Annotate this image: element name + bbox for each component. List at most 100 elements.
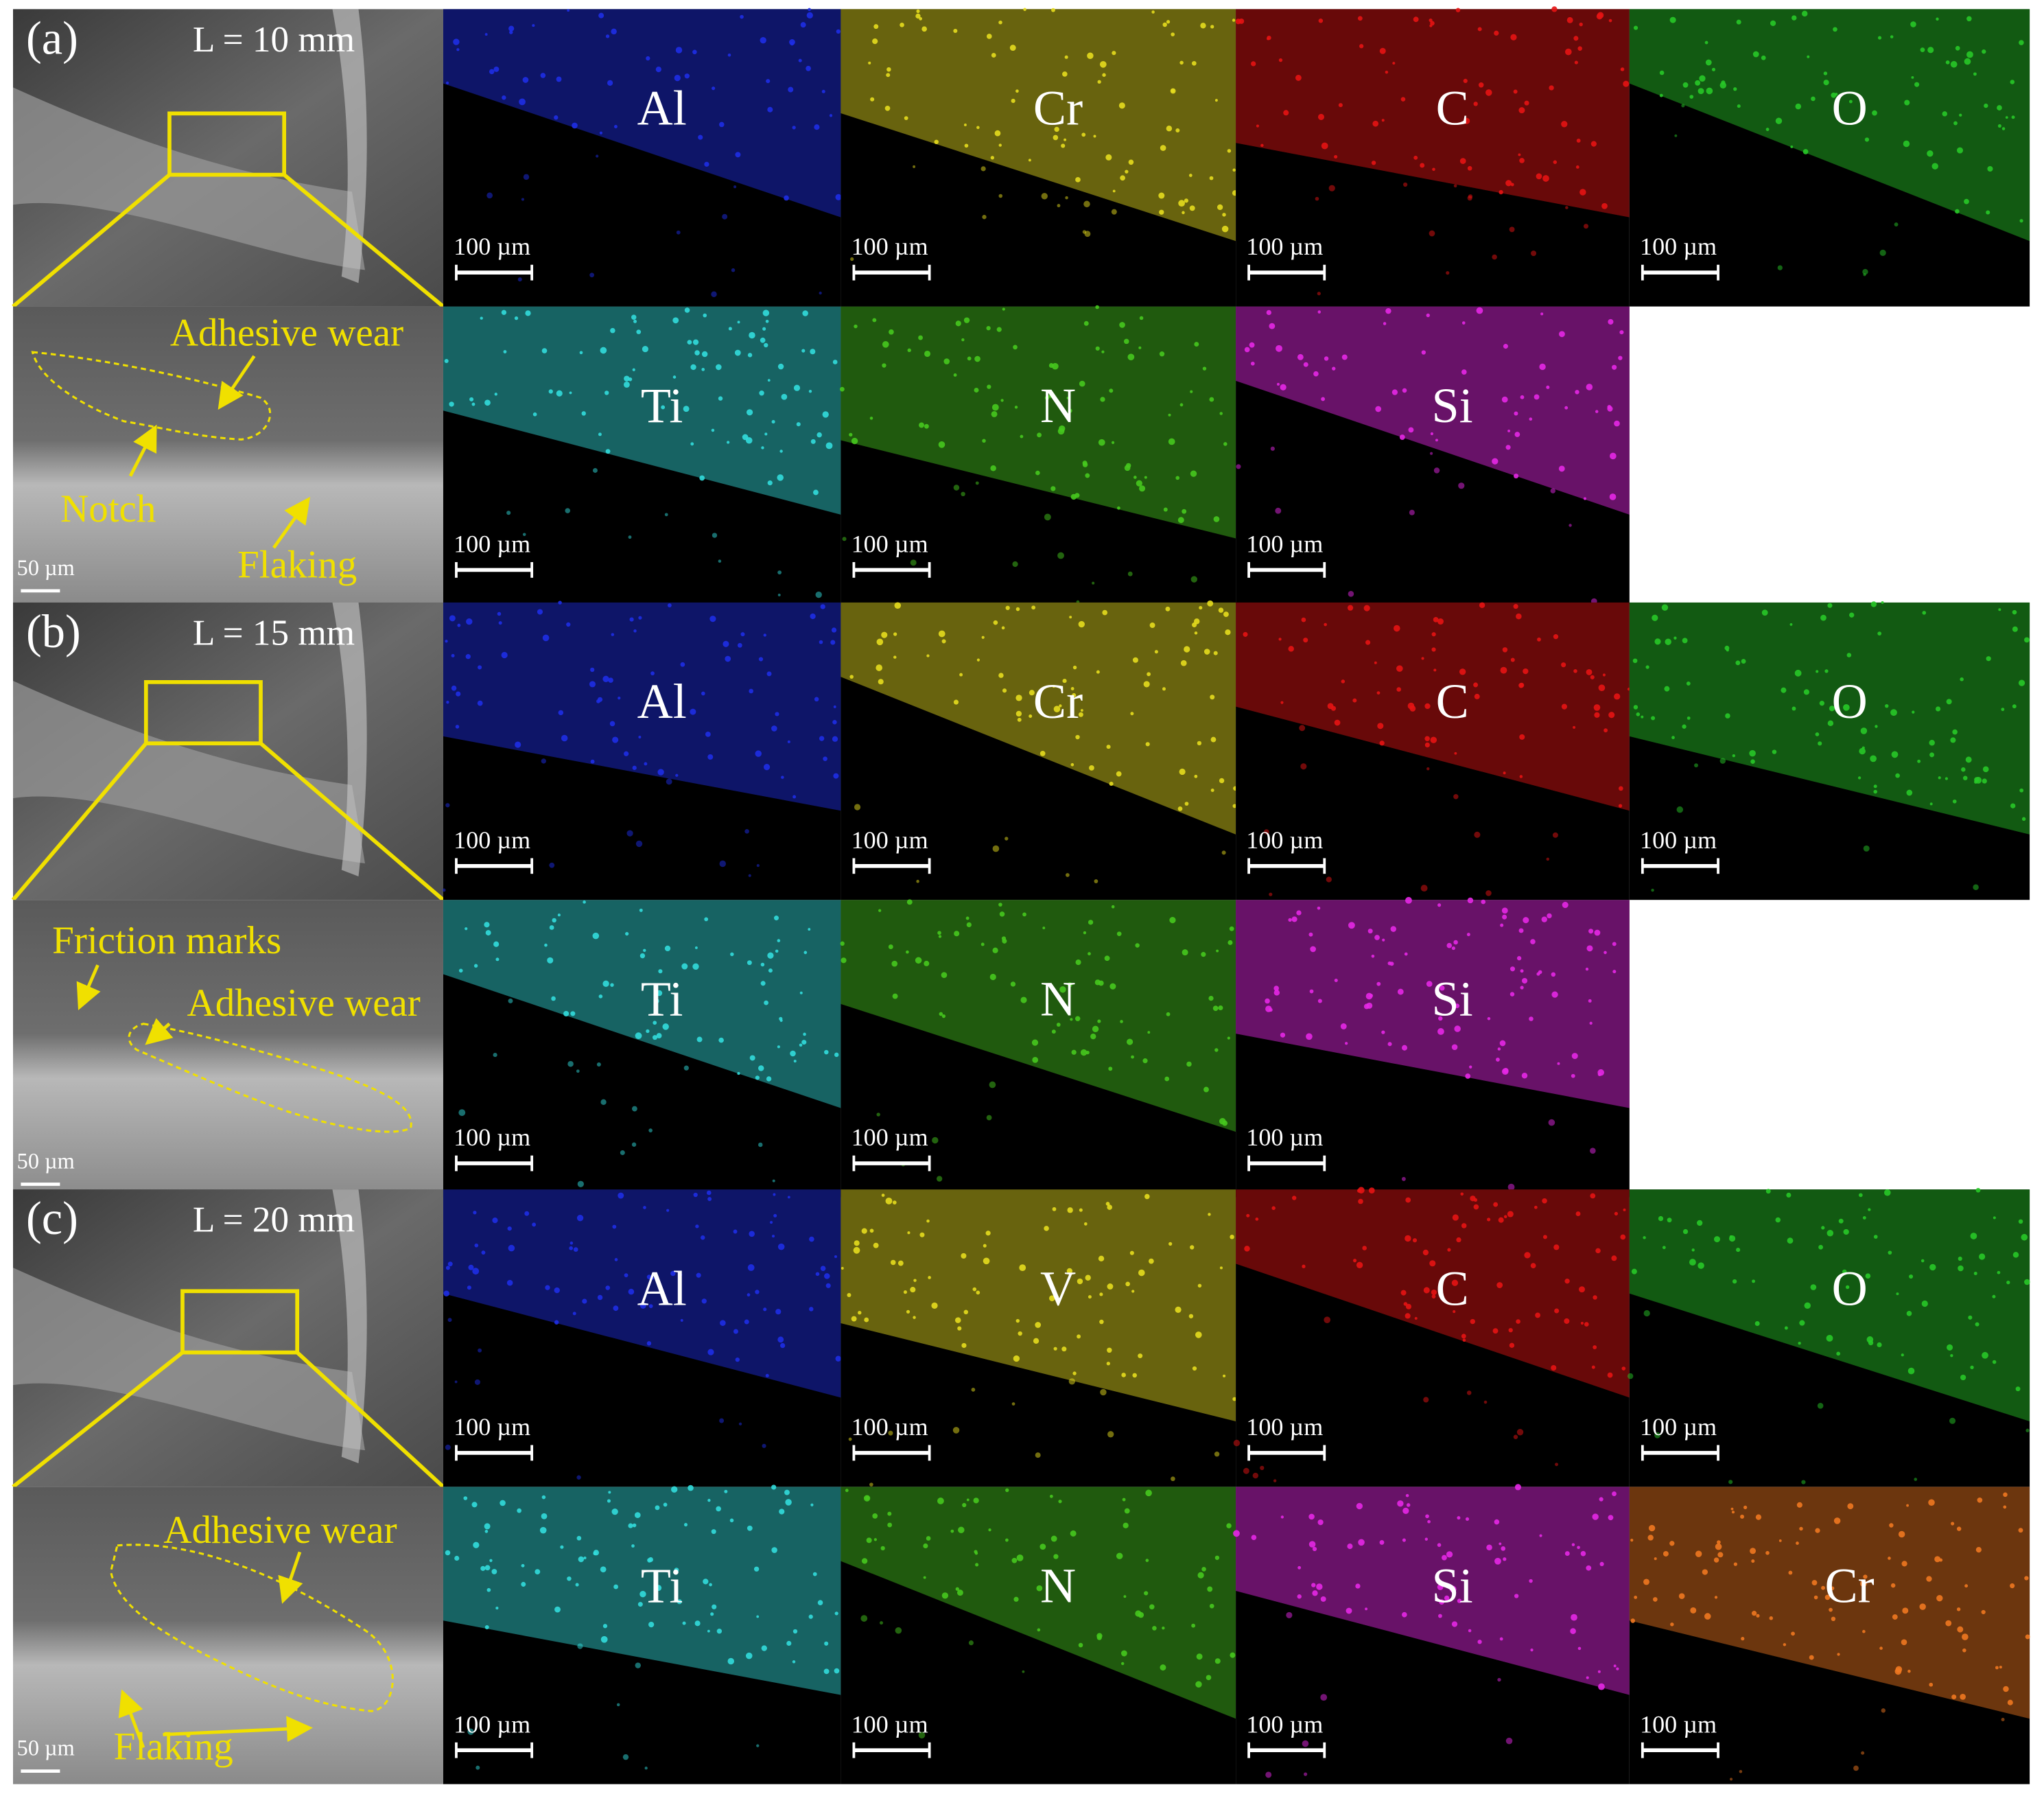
signal-dot [1391, 389, 1398, 395]
signal-dot [1524, 100, 1529, 106]
signal-dot [1049, 1494, 1053, 1498]
signal-dot [1208, 995, 1214, 1001]
signal-dot [1044, 1226, 1049, 1231]
signal-dot [1868, 1208, 1871, 1211]
signal-dot [478, 665, 482, 670]
signal-dot [1089, 765, 1094, 771]
signal-dot [578, 1556, 585, 1563]
signal-dot [1809, 1655, 1814, 1660]
signal-dot [1191, 1623, 1196, 1628]
signal-dot [491, 1569, 497, 1574]
signal-dot [1574, 60, 1578, 65]
signal-dot [474, 1379, 480, 1385]
signal-dot [1112, 189, 1116, 193]
signal-dot [475, 1765, 480, 1770]
signal-dot [2025, 1634, 2030, 1640]
signal-dot [1013, 1596, 1019, 1602]
signal-dot [573, 1247, 578, 1252]
signal-dot [484, 1624, 489, 1629]
signal-dot [605, 34, 610, 38]
signal-dot [1098, 439, 1105, 446]
signal-dot [968, 1640, 974, 1646]
signal-dot [1435, 439, 1438, 442]
signal-dot [1405, 1493, 1409, 1498]
signal-dot [1070, 762, 1074, 767]
signal-dot [521, 1563, 525, 1568]
signal-dot [554, 115, 559, 120]
signal-dot [1737, 104, 1741, 108]
signal-dot [1798, 1341, 1801, 1345]
signal-dot [576, 1535, 582, 1541]
map-background [443, 9, 841, 307]
signal-dot [1399, 434, 1405, 440]
element-region [1629, 1189, 2030, 1422]
signal-dot [744, 1319, 749, 1325]
signal-dot [777, 939, 781, 942]
signal-dot [1977, 1497, 1983, 1503]
signal-dot [1461, 369, 1467, 375]
signal-dot [1102, 609, 1108, 616]
signal-dot [757, 1065, 764, 1071]
scale-label: 100 µm [851, 1413, 928, 1441]
signal-dot [1014, 406, 1018, 409]
signal-dot [762, 327, 766, 331]
signal-dot [1911, 75, 1914, 79]
signal-dot [1168, 438, 1175, 445]
signal-dot [1067, 982, 1072, 988]
signal-dot [1192, 622, 1197, 628]
signal-dot [1022, 1670, 1025, 1673]
signal-dot [975, 1563, 979, 1567]
signal-dot [1171, 32, 1175, 37]
signal-dot [1623, 80, 1630, 87]
signal-dot [1554, 1308, 1560, 1314]
signal-dot [1002, 688, 1007, 693]
signal-dot [1593, 1345, 1597, 1349]
signal-dot [486, 192, 493, 199]
signal-dot [893, 655, 897, 659]
signal-dot [1695, 80, 1701, 86]
signal-dot [1453, 184, 1457, 188]
signal-dot [1514, 1594, 1519, 1598]
signal-dot [748, 874, 751, 877]
signal-dot [1612, 364, 1617, 370]
signal-dot [1461, 321, 1466, 325]
signal-dot [651, 1277, 655, 1280]
signal-dot [1186, 1061, 1192, 1067]
signal-dot [1042, 927, 1046, 930]
signal-dot [569, 1241, 574, 1245]
signal-dot [779, 1509, 785, 1515]
signal-dot [1309, 989, 1314, 994]
signal-dot [620, 1150, 625, 1156]
signal-dot [1534, 394, 1540, 400]
signal-dot [1652, 614, 1658, 621]
signal-dot [1201, 952, 1206, 957]
signal-dot [1796, 1502, 1802, 1508]
signal-dot [1658, 1215, 1664, 1222]
signal-dot [1177, 517, 1184, 524]
signal-dot [1108, 1067, 1113, 1071]
signal-dot [833, 705, 836, 708]
length-label: L = 20 mm [193, 1200, 355, 1240]
signal-dot [1507, 1211, 1514, 1218]
signal-dot [790, 41, 795, 46]
element-label: Al [637, 81, 687, 136]
signal-dot [872, 318, 877, 323]
signal-dot [1048, 394, 1053, 398]
signal-dot [727, 1657, 735, 1665]
signal-dot [1579, 22, 1583, 27]
signal-dot [1269, 892, 1273, 896]
signal-dot [540, 73, 546, 78]
signal-dot [1920, 1259, 1925, 1263]
signal-dot [1175, 476, 1180, 480]
signal-dot [1243, 631, 1248, 637]
signal-dot [1107, 1347, 1112, 1353]
signal-dot [824, 1641, 829, 1646]
signal-dot [847, 1293, 851, 1298]
signal-dot [1590, 141, 1597, 147]
signal-dot [1218, 1005, 1223, 1011]
signal-dot [873, 24, 879, 30]
signal-dot [966, 1498, 970, 1502]
signal-dot [1519, 775, 1523, 778]
signal-dot [1132, 657, 1138, 663]
signal-dot [803, 1032, 806, 1036]
